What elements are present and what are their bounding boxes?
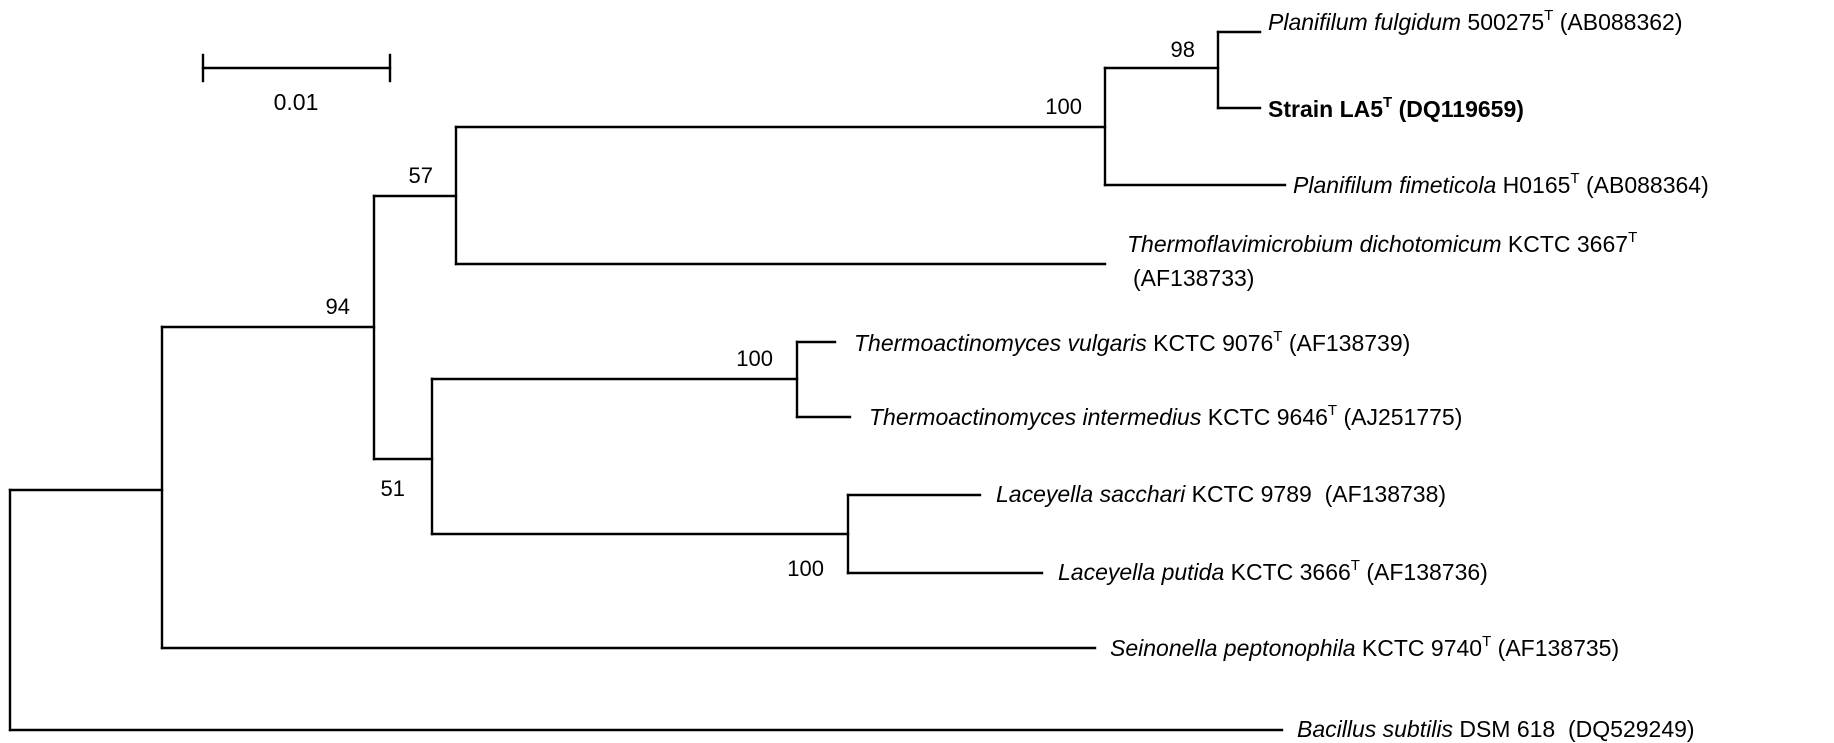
bootstrap-100-thermoactinomyces: 100: [736, 346, 773, 371]
accession: (AF138736): [1360, 559, 1488, 585]
accession: (AB088362): [1553, 9, 1682, 35]
accession: (AB088364): [1580, 172, 1709, 198]
taxon-laceyella-sacchari: Laceyella sacchari KCTC 9789 (AF138738): [996, 481, 1446, 507]
taxon-bacillus-subtilis: Bacillus subtilis DSM 618 (DQ529249): [1297, 716, 1695, 742]
bootstrap-100-planifilum: 100: [1045, 94, 1082, 119]
scale-bar: 0.01: [201, 53, 392, 115]
accession: (AF138738): [1325, 481, 1446, 507]
taxon-labels: Planifilum fulgidum 500275T (AB088362) S…: [854, 7, 1709, 742]
taxon-laceyella-putida: Laceyella putida KCTC 3666T (AF138736): [1058, 557, 1488, 585]
strain-id: KCTC 3667: [1502, 231, 1629, 257]
species-name: Thermoactinomyces intermedius: [869, 404, 1202, 430]
type-strain-mark: T: [1482, 633, 1491, 650]
taxon-strain-la5: Strain LA5T (DQ119659): [1268, 94, 1524, 122]
type-strain-mark: T: [1383, 94, 1392, 111]
accession: (AF138739): [1282, 330, 1410, 356]
accession: (AF138735): [1491, 635, 1619, 661]
type-strain-mark: T: [1351, 557, 1360, 574]
type-strain-mark: T: [1628, 229, 1637, 246]
taxon-thermoactinomyces-vulgaris: Thermoactinomyces vulgaris KCTC 9076T (A…: [854, 328, 1410, 356]
accession: (DQ529249): [1568, 716, 1695, 742]
bootstrap-94: 94: [326, 294, 350, 319]
bootstrap-57: 57: [409, 163, 433, 188]
strain-id: KCTC 9076: [1147, 330, 1274, 356]
strain-id: Strain LA5: [1268, 96, 1383, 122]
taxon-thermoflavimicrobium-accession: (AF138733): [1133, 265, 1254, 291]
species-name: Seinonella peptonophila: [1110, 635, 1356, 661]
species-name: Thermoflavimicrobium dichotomicum: [1127, 231, 1502, 257]
type-strain-mark: T: [1273, 328, 1282, 345]
strain-id: KCTC 9740: [1356, 635, 1483, 661]
species-name: Planifilum fimeticola: [1293, 172, 1496, 198]
species-name: Laceyella sacchari: [996, 481, 1186, 507]
bootstrap-51: 51: [381, 476, 405, 501]
taxon-thermoactinomyces-intermedius: Thermoactinomyces intermedius KCTC 9646T…: [869, 402, 1462, 430]
taxon-planifilum-fimeticola: Planifilum fimeticola H0165T (AB088364): [1293, 170, 1709, 198]
taxon-thermoflavimicrobium: Thermoflavimicrobium dichotomicum KCTC 3…: [1127, 229, 1637, 257]
tree-branches: [8, 30, 1287, 732]
strain-id: KCTC 9646: [1201, 404, 1328, 430]
strain-id: KCTC 3666: [1224, 559, 1351, 585]
species-name: Bacillus subtilis: [1297, 716, 1453, 742]
taxon-seinonella-peptonophila: Seinonella peptonophila KCTC 9740T (AF13…: [1110, 633, 1619, 661]
type-strain-mark: T: [1570, 170, 1579, 187]
strain-id: DSM 618: [1453, 716, 1568, 742]
species-name: Laceyella putida: [1058, 559, 1224, 585]
type-strain-mark: T: [1328, 402, 1337, 419]
species-name: Planifilum fulgidum: [1268, 9, 1461, 35]
bootstrap-100-laceyella: 100: [787, 556, 824, 581]
accession: (AJ251775): [1337, 404, 1462, 430]
strain-id: KCTC 9789: [1185, 481, 1324, 507]
scale-bar-label: 0.01: [274, 89, 319, 115]
species-name: Thermoactinomyces vulgaris: [854, 330, 1147, 356]
bootstrap-98: 98: [1171, 37, 1195, 62]
accession: (DQ119659): [1392, 96, 1524, 122]
strain-id: H0165: [1496, 172, 1570, 198]
strain-id: 500275: [1461, 9, 1544, 35]
bootstrap-values: 98 100 57 94 51 100 100: [326, 37, 1195, 581]
taxon-planifilum-fulgidum: Planifilum fulgidum 500275T (AB088362): [1268, 7, 1682, 35]
type-strain-mark: T: [1544, 7, 1553, 24]
